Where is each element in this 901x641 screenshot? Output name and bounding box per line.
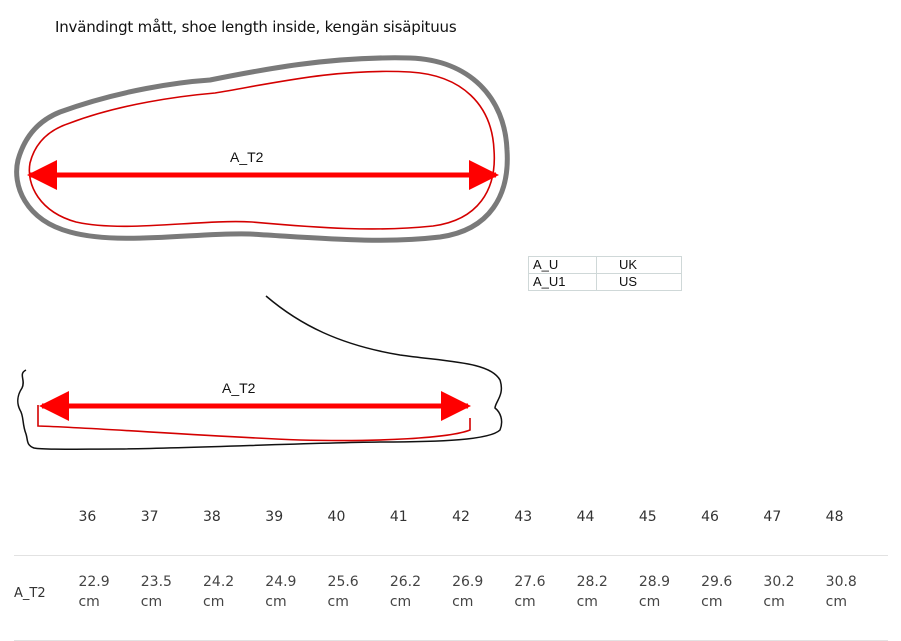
length-cell: 28.2 cm: [576, 574, 608, 610]
size-header: 40: [327, 509, 346, 525]
size-chart-table: 36 37 38 39 40 41 42 43 44 45 46 47 48 A…: [14, 498, 888, 641]
size-header: 48: [825, 509, 844, 525]
shoe-profile-side-view: [17, 295, 503, 450]
legend-value: US: [596, 273, 682, 291]
length-cell: 22.9 cm: [78, 574, 110, 610]
length-cell: 23.5 cm: [140, 574, 172, 610]
length-cell: 26.9 cm: [452, 574, 484, 610]
size-header: 47: [763, 509, 782, 525]
legend-value: UK: [596, 256, 682, 274]
legend-row: A_U UK: [528, 256, 682, 274]
length-cell: 25.6 cm: [327, 574, 359, 610]
size-header-row: 36 37 38 39 40 41 42 43 44 45 46 47 48: [14, 498, 888, 556]
insole-profile-side-view: [37, 405, 471, 442]
legend-row: A_U1 US: [528, 273, 682, 291]
length-cell: 29.6 cm: [701, 574, 733, 610]
arrow-label-side: A_T2: [222, 380, 256, 396]
size-header: 42: [452, 509, 470, 525]
length-cell: 30.2 cm: [763, 574, 795, 610]
length-cell: 28.9 cm: [638, 574, 671, 610]
length-cell: 26.2 cm: [389, 574, 421, 610]
length-row: A_T2 22.9 cm 23.5 cm 24.2 cm 24.9 cm 25.…: [14, 556, 888, 641]
sole-outline-top-view: [14, 55, 510, 243]
size-header: 44: [576, 509, 595, 525]
size-header: 46: [701, 509, 719, 525]
page-title: Invändingt mått, shoe length inside, ken…: [55, 18, 457, 36]
size-header: 41: [389, 509, 408, 525]
length-cell: 30.8 cm: [825, 574, 857, 610]
shoe-length-diagram: A_T2 A_T2: [14, 55, 510, 450]
length-cell: 24.9 cm: [265, 574, 297, 610]
size-header: 37: [140, 509, 159, 525]
size-header: 45: [638, 509, 657, 525]
size-system-legend: A_U UK A_U1 US: [528, 256, 682, 291]
size-header: 36: [78, 509, 97, 525]
legend-key: A_U1: [528, 273, 597, 291]
row-label: A_T2: [14, 586, 46, 601]
size-header: 43: [514, 509, 533, 525]
legend-key: A_U: [528, 256, 597, 274]
size-header: 38: [203, 509, 221, 525]
arrow-label-top: A_T2: [230, 149, 264, 165]
size-header: 39: [265, 509, 284, 525]
length-cell: 27.6 cm: [514, 574, 546, 610]
length-cell: 24.2 cm: [203, 574, 235, 610]
empty-header-cell: [14, 498, 78, 556]
insole-outline-top-view: [28, 70, 496, 230]
